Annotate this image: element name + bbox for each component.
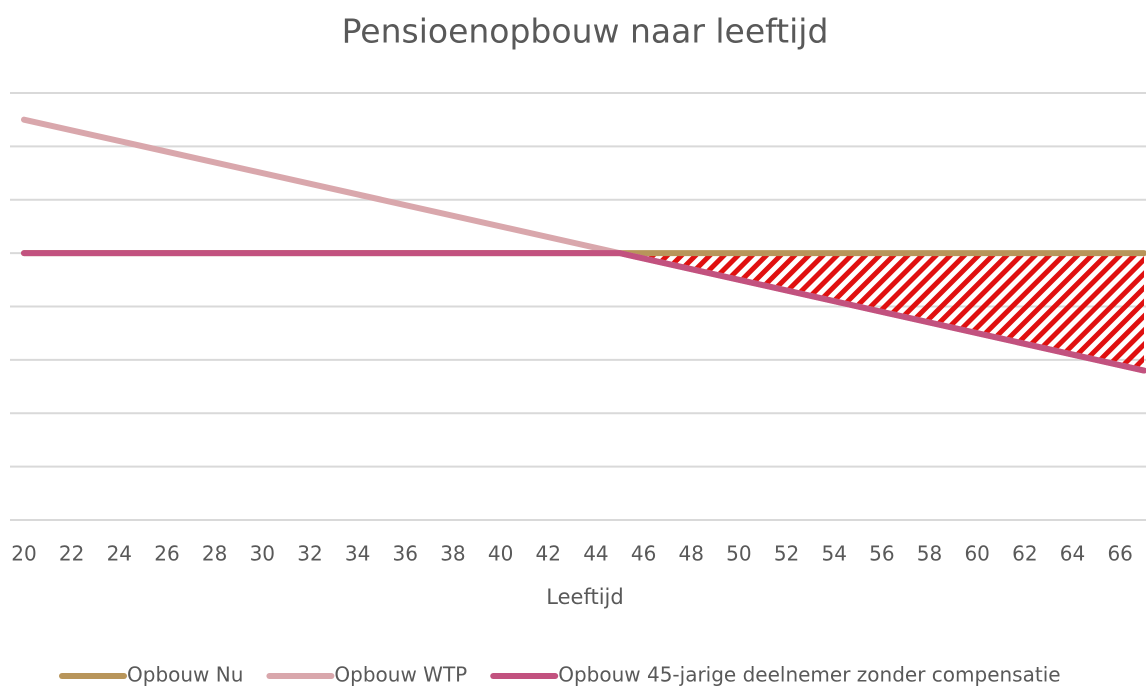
x-tick-label: 32: [297, 542, 322, 566]
x-axis-label: Leeftijd: [546, 585, 623, 609]
x-tick-label: 56: [869, 542, 894, 566]
x-tick-label: 54: [821, 542, 846, 566]
x-tick-label: 44: [583, 542, 608, 566]
x-tick-label: 40: [488, 542, 513, 566]
chart-title: Pensioenopbouw naar leeftijd: [342, 12, 829, 51]
x-tick-label: 26: [154, 542, 179, 566]
x-tick-label: 22: [59, 542, 84, 566]
x-tick-label: 42: [536, 542, 561, 566]
x-tick-label: 66: [1107, 542, 1132, 566]
x-tick-label: 62: [1012, 542, 1037, 566]
x-tick-label: 20: [11, 542, 36, 566]
x-tick-label: 38: [440, 542, 465, 566]
x-tick-label: 52: [774, 542, 799, 566]
x-tick-label: 46: [631, 542, 656, 566]
x-tick-label: 58: [917, 542, 942, 566]
x-tick-label: 36: [393, 542, 418, 566]
x-tick-label: 50: [726, 542, 751, 566]
legend-label: Opbouw WTP: [334, 663, 467, 687]
legend-label: Opbouw Nu: [127, 663, 243, 687]
x-tick-label: 34: [345, 542, 370, 566]
x-tick-label: 28: [202, 542, 227, 566]
legend-label: Opbouw 45-jarige deelnemer zonder compen…: [558, 663, 1060, 687]
gap-hatch: [24, 253, 1144, 371]
x-tick-label: 24: [107, 542, 132, 566]
series-line: [21, 250, 1146, 374]
x-tick-label: 48: [679, 542, 704, 566]
x-tick-label: 30: [250, 542, 275, 566]
x-tick-label: 64: [1060, 542, 1085, 566]
x-tick-label: 60: [964, 542, 989, 566]
